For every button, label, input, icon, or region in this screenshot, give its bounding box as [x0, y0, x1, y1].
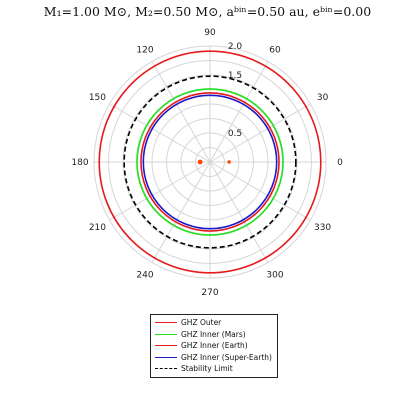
legend-swatch: [155, 322, 177, 324]
legend-entry: GHZ Inner (Super-Earth): [155, 352, 273, 364]
series-circle: [136, 88, 284, 236]
legend-swatch: [155, 345, 177, 347]
angle-tick-label: 30: [317, 93, 329, 103]
legend-entry: GHZ Inner (Mars): [155, 329, 273, 341]
legend-label: Stability Limit: [181, 364, 233, 374]
angle-tick-label: 210: [89, 223, 106, 233]
angle-tick-label: 180: [71, 158, 88, 168]
legend-label: GHZ Inner (Super-Earth): [181, 352, 272, 362]
legend-label: GHZ Outer: [181, 318, 222, 328]
legend-swatch: [155, 333, 177, 335]
radial-tick-label: 1.5: [228, 71, 242, 81]
legend-swatch: [155, 368, 177, 370]
radial-tick-label: 0.5: [228, 129, 242, 139]
angular-grid-line: [151, 161, 211, 263]
angle-tick-label: 240: [136, 271, 153, 281]
series-circle: [98, 50, 322, 274]
angular-grid-line: [109, 161, 211, 221]
legend-swatch: [155, 356, 177, 358]
angle-tick-label: 300: [266, 271, 283, 281]
angle-tick-label: 270: [201, 288, 218, 298]
series-circle: [142, 94, 278, 230]
angular-grid-line: [209, 103, 311, 163]
legend-label: GHZ Inner (Mars): [181, 329, 246, 339]
series-circle: [123, 75, 297, 249]
title-m2: M₂=0.50 M⊙: [135, 4, 219, 19]
title-ebin: eᵇⁱⁿ=0.00: [312, 4, 372, 19]
series-circle: [140, 92, 280, 232]
legend-entry: GHZ Outer: [155, 317, 273, 329]
title-m1: M₁=1.00 M⊙: [43, 4, 128, 19]
legend: GHZ Outer GHZ Inner (Mars) GHZ Inner (Eart…: [150, 314, 278, 378]
angular-grid-line: [209, 161, 269, 263]
star-marker: [197, 159, 203, 165]
legend-entry: Stability Limit: [155, 363, 273, 375]
star-marker: [227, 160, 231, 164]
radial-tick-label: 2.0: [228, 42, 243, 52]
angular-grid-line: [209, 161, 311, 221]
angle-tick-label: 150: [89, 93, 106, 103]
legend-entry: GHZ Inner (Earth): [155, 340, 273, 352]
chart-title: M₁=1.00 M⊙, M₂=0.50 M⊙, aᵇⁱⁿ=0.50 au, eᵇ…: [43, 4, 372, 19]
angular-grid-line: [151, 61, 211, 163]
angle-tick-label: 330: [314, 223, 331, 233]
angular-grid-line: [109, 103, 211, 163]
angular-grid-line: [209, 61, 269, 163]
angle-tick-label: 0: [337, 158, 343, 168]
angle-tick-label: 120: [136, 45, 153, 55]
angle-tick-label: 90: [204, 28, 216, 38]
legend-label: GHZ Inner (Earth): [181, 341, 248, 351]
title-abin: aᵇⁱⁿ=0.50 au: [226, 4, 305, 19]
angle-tick-label: 60: [269, 45, 281, 55]
